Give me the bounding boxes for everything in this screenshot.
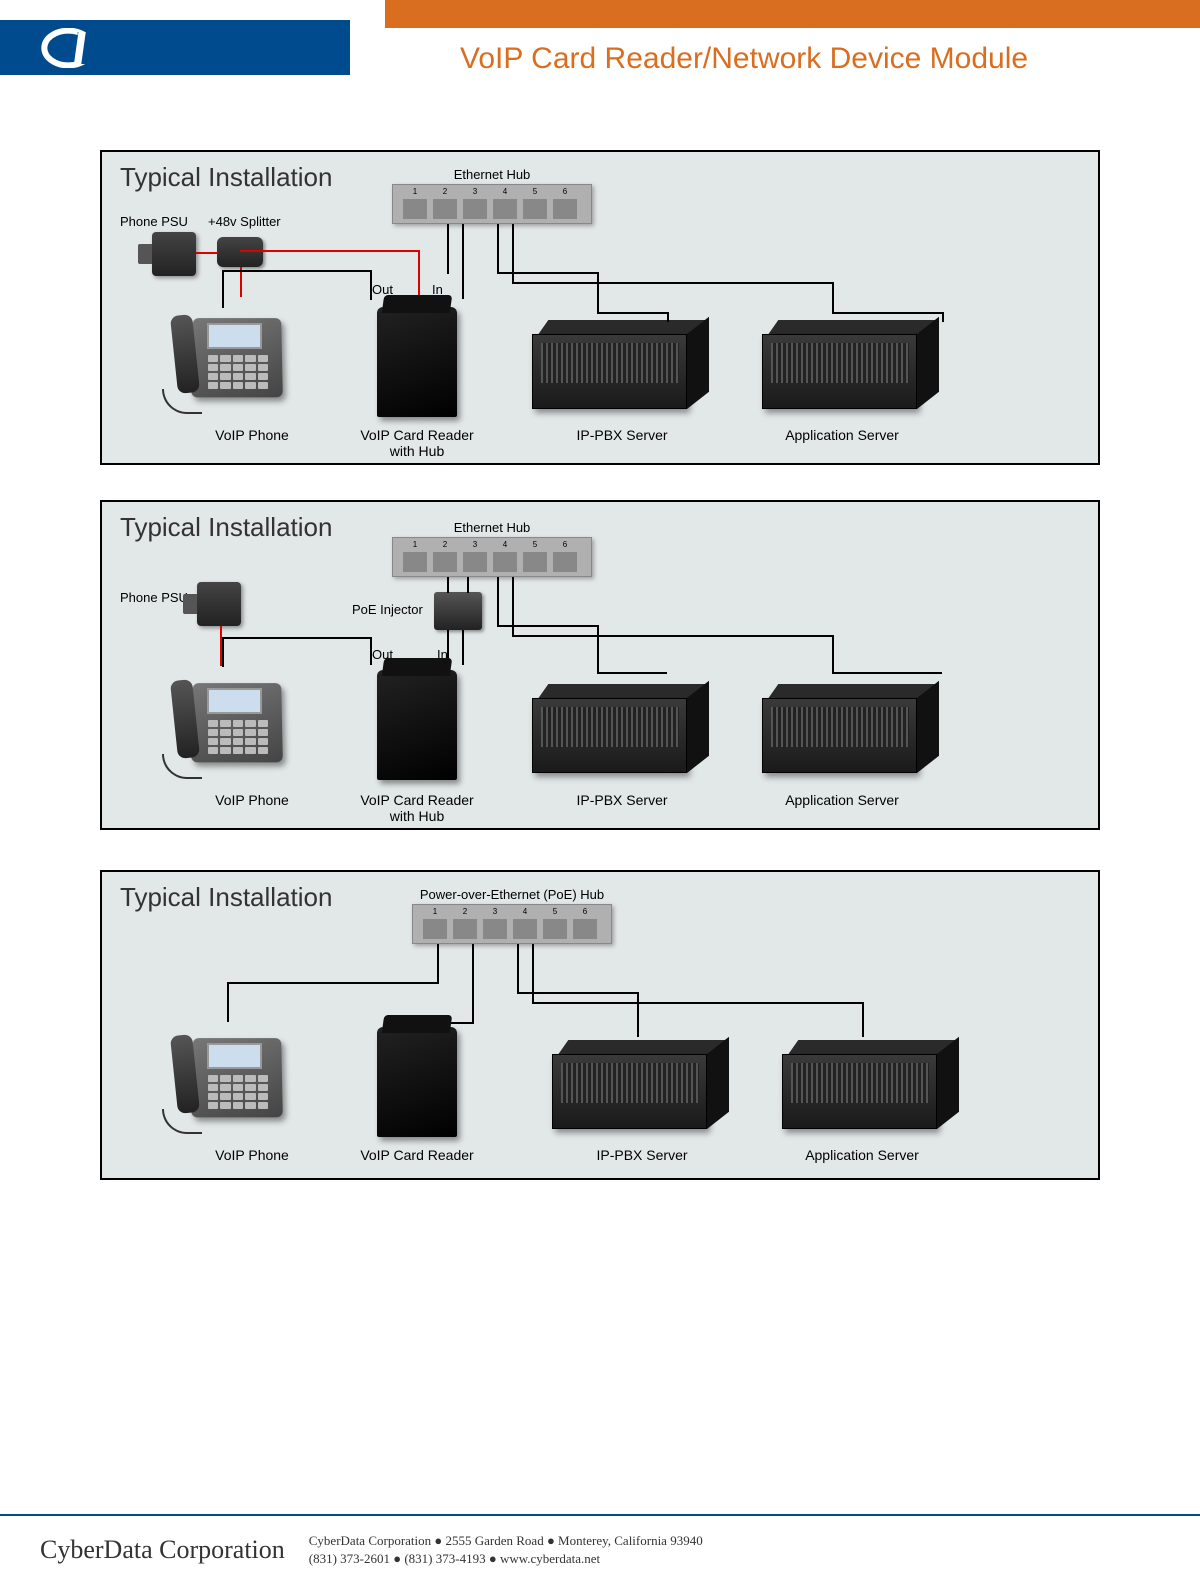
reader-label: VoIP Card Reader with Hub [352,427,482,459]
pbx-label: IP-PBX Server [552,427,692,443]
panel2-title: Typical Installation [120,512,332,543]
ippbx-server-icon [532,684,712,779]
phone-label: VoIP Phone [192,1147,312,1163]
reader-label: VoIP Card Reader [352,1147,482,1163]
app-label: Application Server [782,1147,942,1163]
card-reader-icon [377,670,457,780]
card-reader-icon [377,307,457,417]
voip-phone-icon [162,297,292,417]
voip-phone-icon [162,662,292,782]
ethernet-hub-icon: 1 2 3 4 5 6 [392,537,592,577]
phone-label: VoIP Phone [192,427,312,443]
phone-psu-icon [197,582,241,626]
reader-label: VoIP Card Reader with Hub [352,792,482,824]
splitter-icon [217,237,263,267]
pbx-label: IP-PBX Server [552,792,692,808]
page-footer: CyberData Corporation CyberData Corporat… [0,1514,1200,1584]
installation-panel-3: Typical Installation Power-over-Ethernet… [100,870,1100,1180]
installation-panel-2: Typical Installation Ethernet Hub 1 2 3 … [100,500,1100,830]
ethernet-hub-icon: 1 2 3 4 5 6 [392,184,592,224]
footer-company: CyberData Corporation [40,1535,285,1565]
panel3-title: Typical Installation [120,882,332,913]
psu-label: Phone PSU [120,214,188,229]
footer-contact: CyberData Corporation ● 2555 Garden Road… [309,1532,703,1568]
hub-label: Ethernet Hub [432,167,552,182]
ippbx-server-icon [532,320,712,415]
app-label: Application Server [762,792,922,808]
panel1-title: Typical Installation [120,162,332,193]
pbx-label: IP-PBX Server [572,1147,712,1163]
header-orange-bar [385,0,1200,28]
poe-hub-icon: 1 2 3 4 5 6 [412,904,612,944]
poe-label: PoE Injector [352,602,423,617]
splitter-label: +48v Splitter [208,214,281,229]
hub-label: Power-over-Ethernet (PoE) Hub [402,887,622,902]
app-server-icon [782,1040,962,1135]
page-header: VoIP Card Reader/Network Device Module [0,0,1200,90]
logo-bar [0,20,350,75]
cyberdata-logo-icon [40,28,110,68]
app-server-icon [762,320,942,415]
poe-injector-icon [434,592,482,630]
voip-phone-icon [162,1017,292,1137]
phone-label: VoIP Phone [192,792,312,808]
app-label: Application Server [762,427,922,443]
ippbx-server-icon [552,1040,732,1135]
psu-label: Phone PSU [120,590,188,605]
installation-panel-1: Typical Installation Ethernet Hub 1 2 3 … [100,150,1100,465]
hub-label: Ethernet Hub [432,520,552,535]
app-server-icon [762,684,942,779]
phone-psu-icon [152,232,196,276]
card-reader-icon [377,1027,457,1137]
page-title: VoIP Card Reader/Network Device Module [460,42,1028,76]
